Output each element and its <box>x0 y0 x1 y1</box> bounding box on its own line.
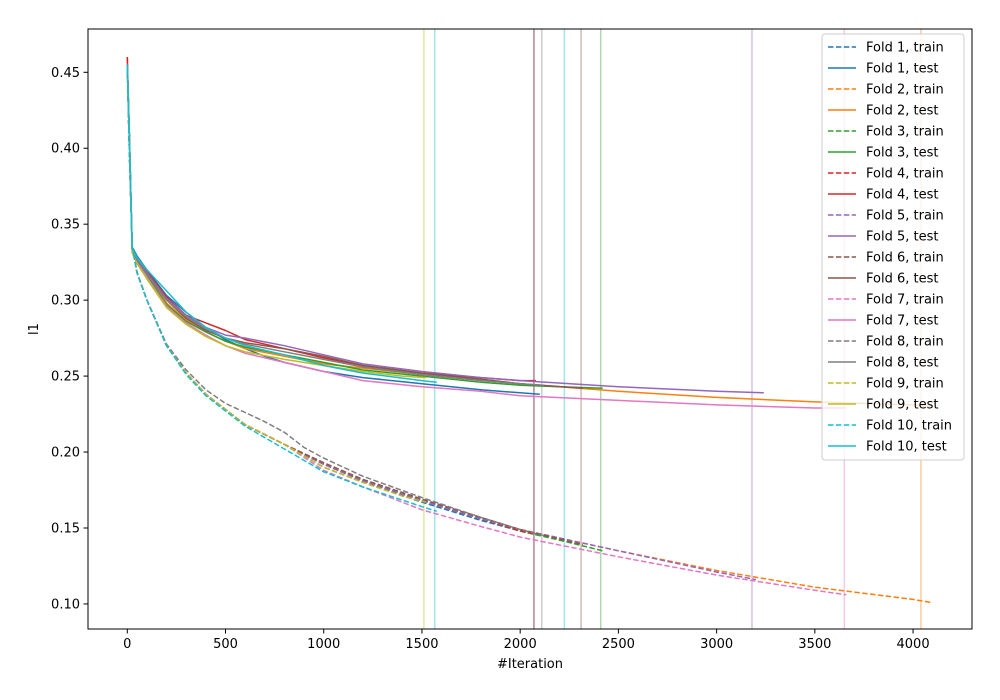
legend-entry: Fold 6, train <box>866 251 944 266</box>
y-axis-label: l1 <box>27 323 42 335</box>
series-line-17 <box>126 64 427 503</box>
legend-entry: Fold 8, train <box>866 335 944 350</box>
legend-entry: Fold 4, train <box>866 167 944 182</box>
x-tick-label: 4000 <box>897 637 930 652</box>
series-line-12 <box>126 64 584 389</box>
legend-entry: Fold 6, test <box>866 272 938 287</box>
series-line-14 <box>126 64 847 409</box>
plot-area-frame <box>87 28 973 630</box>
x-tick-label: 2500 <box>602 637 635 652</box>
series-line-20 <box>126 64 437 383</box>
series-line-1 <box>126 64 540 537</box>
legend-entry: Fold 5, train <box>866 209 944 224</box>
x-axis: 0 500 1000 1500 2000 2500 3000 3500 4000 <box>123 629 930 652</box>
series-line-13 <box>126 64 847 596</box>
y-tick-label: 0.30 <box>51 294 80 309</box>
legend-entry: Fold 1, train <box>866 41 944 56</box>
legend-entry: Fold 3, test <box>866 146 938 161</box>
legend-entry: Fold 7, test <box>866 314 938 329</box>
y-tick-label: 0.15 <box>51 521 80 536</box>
legend-entry: Fold 4, test <box>866 188 938 203</box>
legend-entry: Fold 3, train <box>866 125 944 140</box>
x-tick-label: 500 <box>213 637 238 652</box>
x-tick-label: 3000 <box>700 637 733 652</box>
series-line-4 <box>126 64 931 408</box>
series-line-16 <box>126 64 544 386</box>
series-line-15 <box>126 64 544 537</box>
y-tick-label: 0.40 <box>51 142 80 157</box>
legend-entry: Fold 9, train <box>866 377 944 392</box>
x-tick-label: 2000 <box>504 637 537 652</box>
x-tick-label: 1000 <box>307 637 340 652</box>
legend-entry: Fold 1, test <box>866 62 938 77</box>
y-tick-label: 0.35 <box>51 218 80 233</box>
y-tick-label: 0.45 <box>51 66 80 81</box>
series-line-6 <box>126 64 603 389</box>
x-tick-label: 0 <box>123 637 131 652</box>
series-line-2 <box>126 64 540 396</box>
x-tick-label: 1500 <box>405 637 438 652</box>
series-line-18 <box>126 64 426 379</box>
legend-entry: Fold 2, test <box>866 104 938 119</box>
legend: Fold 1, train Fold 1, test Fold 2, train Fo… <box>821 33 965 461</box>
legend-entry: Fold 7, train <box>866 293 944 308</box>
legend-entry: Fold 9, test <box>866 398 938 413</box>
series-line-5 <box>126 64 603 552</box>
legend-entry: Fold 10, test <box>866 440 947 455</box>
legend-entry: Fold 2, train <box>866 83 944 98</box>
x-tick-label: 3500 <box>798 637 831 652</box>
series-line-9 <box>126 64 757 581</box>
y-tick-label: 0.20 <box>51 446 80 461</box>
legend-entry: Fold 5, test <box>866 230 938 245</box>
legend-entry: Fold 10, train <box>866 419 952 434</box>
y-axis: 0.10 0.15 0.20 0.25 0.30 0.35 0.40 0.45 <box>51 66 88 612</box>
series-line-8 <box>126 57 536 382</box>
series-line-3 <box>126 64 931 604</box>
y-tick-label: 0.10 <box>51 597 80 612</box>
x-axis-label: #Iteration <box>497 657 563 672</box>
series-lines <box>126 57 931 604</box>
series-line-19 <box>126 64 437 513</box>
legend-entry: Fold 8, test <box>866 356 938 371</box>
y-tick-label: 0.25 <box>51 370 80 385</box>
legend-box <box>821 33 965 461</box>
